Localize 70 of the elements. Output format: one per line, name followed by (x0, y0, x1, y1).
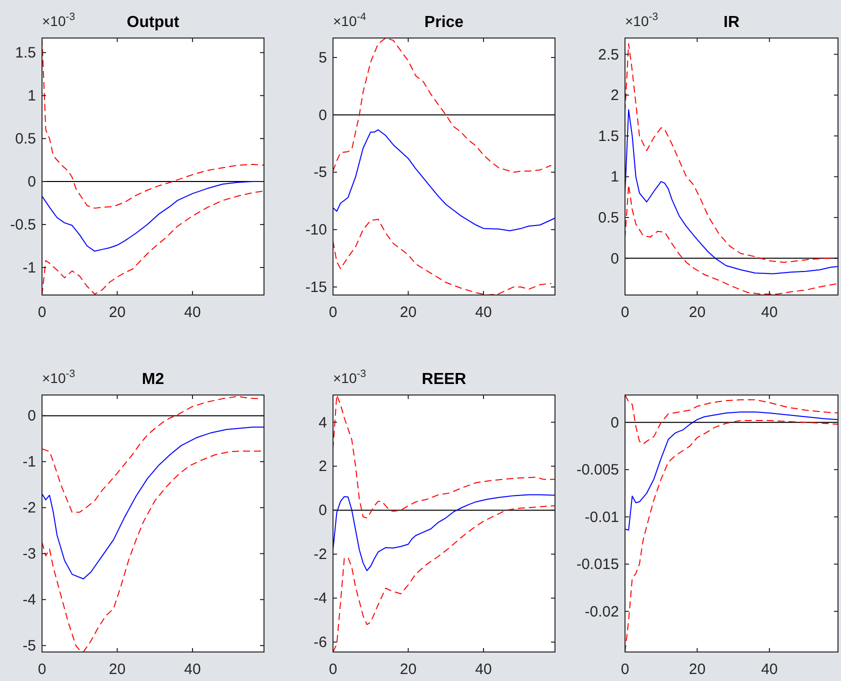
y-tick-label: 2.5 (598, 46, 619, 64)
y-tick-label: 1.5 (598, 128, 619, 145)
x-tick-label: 20 (688, 661, 706, 678)
x-tick-label: 40 (184, 661, 201, 678)
y-tick-label: -4 (22, 592, 36, 609)
y-tick-label: -1 (22, 454, 36, 471)
line-series (42, 396, 261, 513)
x-tick-label: 40 (761, 661, 778, 678)
x-tick-label: 20 (688, 304, 706, 321)
y-tick-label: 2 (610, 87, 619, 104)
y-tick-label: -3 (22, 546, 36, 563)
y-tick-label: -0.5 (10, 216, 36, 234)
y-tick-label: -0.005 (576, 462, 619, 479)
line-series (332, 505, 556, 652)
x-tick-label: 20 (108, 304, 126, 321)
line-series (624, 184, 838, 295)
y-tick-label: -15 (305, 278, 327, 296)
y-tick-label: -2 (314, 546, 327, 564)
line-series (624, 412, 838, 531)
y-tick-label: -0.015 (576, 556, 619, 574)
y-tick-label: 1.5 (15, 44, 36, 62)
x-tick-label: 40 (761, 304, 778, 321)
line-series (42, 190, 264, 296)
y-tick-label: -5 (22, 638, 36, 655)
x-tick-label: 20 (108, 661, 126, 678)
y-tick-label: 1 (28, 88, 36, 105)
y-tick-label: -1 (22, 259, 36, 276)
y-tick-label: 0 (28, 408, 36, 425)
y-tick-label: 0.5 (598, 209, 619, 226)
line-series (332, 218, 552, 296)
text: ×10$^{-3}$ (42, 11, 76, 29)
x-tick-label: 40 (184, 304, 201, 321)
x-tick-label: 20 (400, 661, 417, 678)
y-tick-label: -0.02 (584, 603, 619, 620)
y-tick-label: 0 (610, 250, 619, 268)
y-tick-label: 0 (318, 106, 327, 124)
line-series (332, 129, 556, 232)
line-series (332, 394, 556, 518)
line-series (624, 109, 838, 274)
text: ×10$^{-4}$ (333, 11, 366, 29)
line-series (332, 38, 552, 173)
y-tick-label: 0 (610, 414, 619, 432)
x-tick-label: 20 (400, 304, 417, 321)
y-tick-label: -5 (314, 164, 327, 182)
line-series (42, 426, 264, 580)
x-tick-label: 40 (475, 304, 492, 321)
text: ×10$^{-3}$ (333, 368, 366, 386)
y-tick-label: -4 (314, 590, 327, 608)
y-tick-label: -10 (305, 222, 327, 239)
y-tick-label: 0 (318, 502, 327, 520)
chart-title: Price (424, 14, 464, 31)
line-series (332, 494, 556, 572)
y-tick-label: 0 (28, 174, 36, 191)
x-tick-label: 40 (475, 661, 492, 678)
line-series (624, 394, 838, 445)
text: ×10$^{-3}$ (625, 11, 658, 29)
chart-title: REER (422, 371, 467, 388)
chart-title: M2 (142, 371, 164, 388)
chart-title: IR (724, 14, 740, 31)
text: ×10$^{-3}$ (42, 368, 76, 386)
line-series (624, 420, 838, 652)
y-tick-label: -0.01 (584, 508, 619, 526)
y-tick-label: 2 (318, 458, 327, 476)
y-tick-label: 0.5 (15, 130, 36, 148)
y-tick-label: 4 (318, 414, 327, 432)
y-tick-label: 1 (610, 168, 619, 186)
y-tick-label: 5 (318, 50, 327, 67)
chart-title: Output (126, 14, 180, 31)
y-tick-label: -6 (314, 634, 327, 652)
y-tick-label: -2 (22, 500, 36, 517)
